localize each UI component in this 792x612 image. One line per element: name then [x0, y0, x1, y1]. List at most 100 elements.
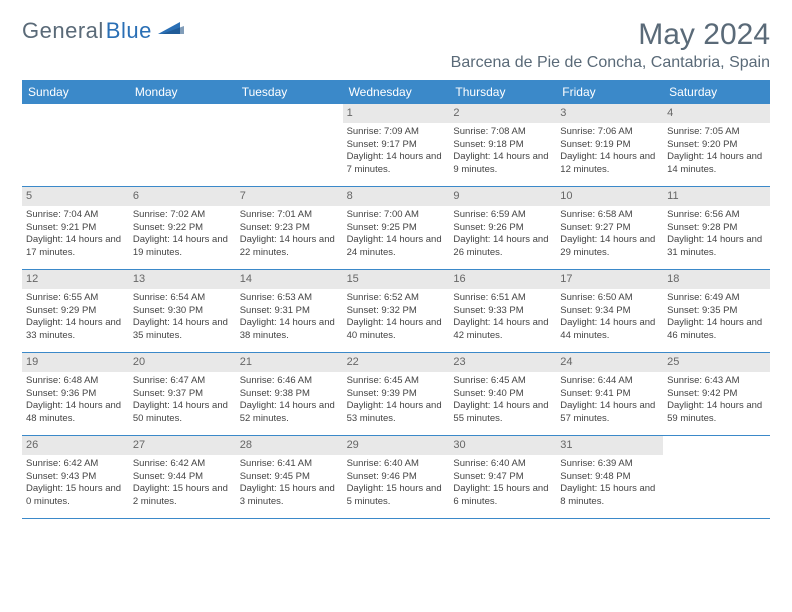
weekday-header-cell: Saturday: [663, 80, 770, 104]
day-number: 3: [556, 104, 663, 123]
day-info-line: Daylight: 14 hours and 48 minutes.: [26, 400, 125, 426]
day-info-line: Daylight: 14 hours and 29 minutes.: [560, 234, 659, 260]
day-number: 28: [236, 436, 343, 455]
day-info-line: Sunrise: 6:44 AM: [560, 375, 659, 388]
day-info-line: Sunset: 9:32 PM: [347, 305, 446, 318]
day-info-line: Sunrise: 6:51 AM: [453, 292, 552, 305]
day-cell: 18Sunrise: 6:49 AMSunset: 9:35 PMDayligh…: [663, 270, 770, 352]
day-number: 22: [343, 353, 450, 372]
weekday-header-cell: Monday: [129, 80, 236, 104]
day-info-line: Daylight: 14 hours and 42 minutes.: [453, 317, 552, 343]
day-info-line: Sunrise: 7:08 AM: [453, 126, 552, 139]
day-info-line: Sunset: 9:23 PM: [240, 222, 339, 235]
day-number: 30: [449, 436, 556, 455]
day-info-line: Daylight: 14 hours and 57 minutes.: [560, 400, 659, 426]
day-number: 29: [343, 436, 450, 455]
day-info-line: Sunset: 9:40 PM: [453, 388, 552, 401]
day-info-line: Sunset: 9:29 PM: [26, 305, 125, 318]
day-number: 11: [663, 187, 770, 206]
day-info-line: Sunset: 9:35 PM: [667, 305, 766, 318]
day-info-line: Sunrise: 6:40 AM: [347, 458, 446, 471]
day-cell: 17Sunrise: 6:50 AMSunset: 9:34 PMDayligh…: [556, 270, 663, 352]
day-info-line: Daylight: 14 hours and 31 minutes.: [667, 234, 766, 260]
day-info-line: Sunset: 9:20 PM: [667, 139, 766, 152]
day-info-line: Sunset: 9:46 PM: [347, 471, 446, 484]
day-info-line: Sunset: 9:28 PM: [667, 222, 766, 235]
day-info-line: Sunset: 9:37 PM: [133, 388, 232, 401]
day-info-line: Sunset: 9:27 PM: [560, 222, 659, 235]
day-cell: 25Sunrise: 6:43 AMSunset: 9:42 PMDayligh…: [663, 353, 770, 435]
day-info-line: Sunset: 9:44 PM: [133, 471, 232, 484]
day-info-line: Sunrise: 7:05 AM: [667, 126, 766, 139]
day-number: 7: [236, 187, 343, 206]
day-info-line: Daylight: 14 hours and 26 minutes.: [453, 234, 552, 260]
day-cell: 16Sunrise: 6:51 AMSunset: 9:33 PMDayligh…: [449, 270, 556, 352]
day-info-line: Daylight: 14 hours and 22 minutes.: [240, 234, 339, 260]
day-number: 13: [129, 270, 236, 289]
day-info-line: Daylight: 15 hours and 0 minutes.: [26, 483, 125, 509]
day-info-line: Sunset: 9:43 PM: [26, 471, 125, 484]
day-info-line: Daylight: 14 hours and 59 minutes.: [667, 400, 766, 426]
day-info-line: Sunset: 9:34 PM: [560, 305, 659, 318]
day-cell: 1Sunrise: 7:09 AMSunset: 9:17 PMDaylight…: [343, 104, 450, 186]
day-info-line: Sunrise: 6:49 AM: [667, 292, 766, 305]
day-number: 26: [22, 436, 129, 455]
day-cell: 11 Sunrise: 6:56 AMSunset: 9:28 PMDayligh…: [663, 187, 770, 269]
day-info-line: Sunrise: 6:39 AM: [560, 458, 659, 471]
day-info-line: Sunset: 9:45 PM: [240, 471, 339, 484]
day-number: 31: [556, 436, 663, 455]
month-title: May 2024: [451, 18, 770, 52]
day-info-line: Daylight: 14 hours and 14 minutes.: [667, 151, 766, 177]
day-cell: 22Sunrise: 6:45 AMSunset: 9:39 PMDayligh…: [343, 353, 450, 435]
day-cell: 13Sunrise: 6:54 AMSunset: 9:30 PMDayligh…: [129, 270, 236, 352]
day-number: 17: [556, 270, 663, 289]
day-cell: 4Sunrise: 7:05 AMSunset: 9:20 PMDaylight…: [663, 104, 770, 186]
day-info-line: Sunset: 9:39 PM: [347, 388, 446, 401]
day-info-line: Sunrise: 6:55 AM: [26, 292, 125, 305]
day-info-line: Sunset: 9:25 PM: [347, 222, 446, 235]
day-cell: [22, 104, 129, 186]
day-cell: 3Sunrise: 7:06 AMSunset: 9:19 PMDaylight…: [556, 104, 663, 186]
day-info-line: Sunset: 9:18 PM: [453, 139, 552, 152]
day-cell: 26 Sunrise: 6:42 AMSunset: 9:43 PMDayligh…: [22, 436, 129, 518]
day-cell: [663, 436, 770, 518]
weekday-header-row: SundayMondayTuesdayWednesdayThursdayFrid…: [22, 80, 770, 104]
day-info-line: Sunset: 9:47 PM: [453, 471, 552, 484]
day-info-line: Sunrise: 6:47 AM: [133, 375, 232, 388]
day-info-line: Sunrise: 6:48 AM: [26, 375, 125, 388]
day-info-line: Daylight: 14 hours and 24 minutes.: [347, 234, 446, 260]
day-cell: 27Sunrise: 6:42 AMSunset: 9:44 PMDayligh…: [129, 436, 236, 518]
day-info-line: Sunrise: 6:42 AM: [26, 458, 125, 471]
title-block: May 2024 Barcena de Pie de Concha, Canta…: [451, 18, 770, 72]
day-cell: 5Sunrise: 7:04 AMSunset: 9:21 PMDaylight…: [22, 187, 129, 269]
day-number: 27: [129, 436, 236, 455]
day-info-line: Sunrise: 6:56 AM: [667, 209, 766, 222]
day-info-line: Sunset: 9:19 PM: [560, 139, 659, 152]
day-info-line: Sunrise: 6:43 AM: [667, 375, 766, 388]
day-info-line: Sunrise: 7:06 AM: [560, 126, 659, 139]
day-info-line: Sunrise: 7:01 AM: [240, 209, 339, 222]
day-number: 23: [449, 353, 556, 372]
weekday-header-cell: Friday: [556, 80, 663, 104]
day-info-line: Daylight: 15 hours and 8 minutes.: [560, 483, 659, 509]
day-info-line: Sunrise: 6:53 AM: [240, 292, 339, 305]
day-info-line: Daylight: 14 hours and 46 minutes.: [667, 317, 766, 343]
day-cell: 24Sunrise: 6:44 AMSunset: 9:41 PMDayligh…: [556, 353, 663, 435]
week-row: 12Sunrise: 6:55 AMSunset: 9:29 PMDayligh…: [22, 270, 770, 353]
brand-text-2: Blue: [106, 18, 152, 44]
day-cell: 30Sunrise: 6:40 AMSunset: 9:47 PMDayligh…: [449, 436, 556, 518]
day-info-line: Sunset: 9:22 PM: [133, 222, 232, 235]
day-info-line: Sunrise: 6:46 AM: [240, 375, 339, 388]
day-number: 10: [556, 187, 663, 206]
day-info-line: Sunset: 9:42 PM: [667, 388, 766, 401]
day-info-line: Daylight: 14 hours and 33 minutes.: [26, 317, 125, 343]
day-number: 1: [343, 104, 450, 123]
day-cell: 6Sunrise: 7:02 AMSunset: 9:22 PMDaylight…: [129, 187, 236, 269]
day-info-line: Sunrise: 7:04 AM: [26, 209, 125, 222]
day-info-line: Daylight: 14 hours and 52 minutes.: [240, 400, 339, 426]
day-info-line: Sunset: 9:31 PM: [240, 305, 339, 318]
day-cell: 10Sunrise: 6:58 AMSunset: 9:27 PMDayligh…: [556, 187, 663, 269]
day-info-line: Daylight: 14 hours and 40 minutes.: [347, 317, 446, 343]
day-number: 15: [343, 270, 450, 289]
day-cell: 23Sunrise: 6:45 AMSunset: 9:40 PMDayligh…: [449, 353, 556, 435]
